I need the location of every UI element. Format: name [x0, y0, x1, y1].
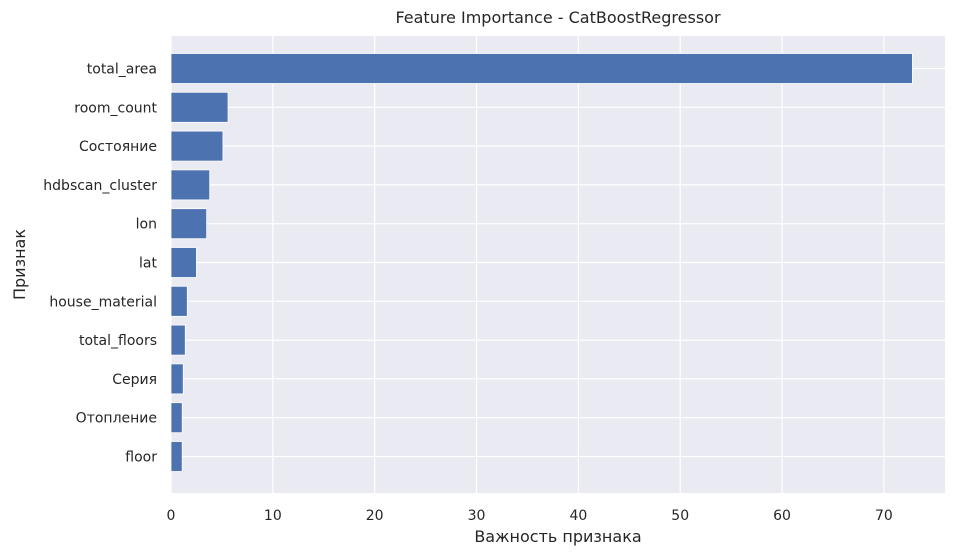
bar	[170, 169, 211, 201]
plot-area	[171, 36, 945, 493]
bar	[170, 208, 208, 240]
x-tick-label: 10	[264, 508, 282, 524]
y-tick-label: Серия	[112, 372, 157, 388]
x-tick-label: 50	[671, 508, 689, 524]
bar	[170, 402, 183, 434]
y-tick-label: total_area	[87, 62, 157, 78]
bar	[170, 130, 224, 162]
bar	[170, 363, 184, 395]
bar	[170, 324, 186, 356]
chart-title: Feature Importance - CatBoostRegressor	[395, 8, 721, 27]
y-tick-label: Состояние	[79, 139, 157, 155]
y-tick-label: lat	[139, 256, 157, 272]
x-tick-label: 40	[569, 508, 587, 524]
bar	[170, 285, 188, 317]
y-tick-labels: total_area room_count Состояние hdbscan_clu…	[43, 62, 157, 466]
x-tick-labels: 0 10 20 30 40 50 60 70	[167, 508, 893, 524]
x-tick-label: 30	[468, 508, 486, 524]
x-axis-title: Важность признака	[474, 527, 641, 546]
x-tick-label: 0	[167, 508, 176, 524]
y-tick-label: room_count	[74, 100, 157, 116]
grid-lines	[170, 36, 945, 493]
x-tick-label: 20	[366, 508, 384, 524]
y-tick-label: total_floors	[79, 333, 157, 349]
y-tick-label: hdbscan_cluster	[43, 178, 157, 194]
y-tick-label: Отопление	[76, 411, 157, 427]
bar	[170, 53, 913, 84]
bar	[170, 247, 197, 278]
y-tick-label: floor	[125, 450, 157, 466]
y-tick-label: lon	[136, 217, 157, 233]
bar	[170, 91, 229, 123]
x-tick-label: 70	[875, 508, 893, 524]
bar	[170, 441, 183, 472]
x-tick-label: 60	[773, 508, 791, 524]
bars	[170, 53, 913, 472]
y-tick-label: house_material	[49, 294, 157, 310]
y-axis-title: Признак	[10, 229, 29, 300]
